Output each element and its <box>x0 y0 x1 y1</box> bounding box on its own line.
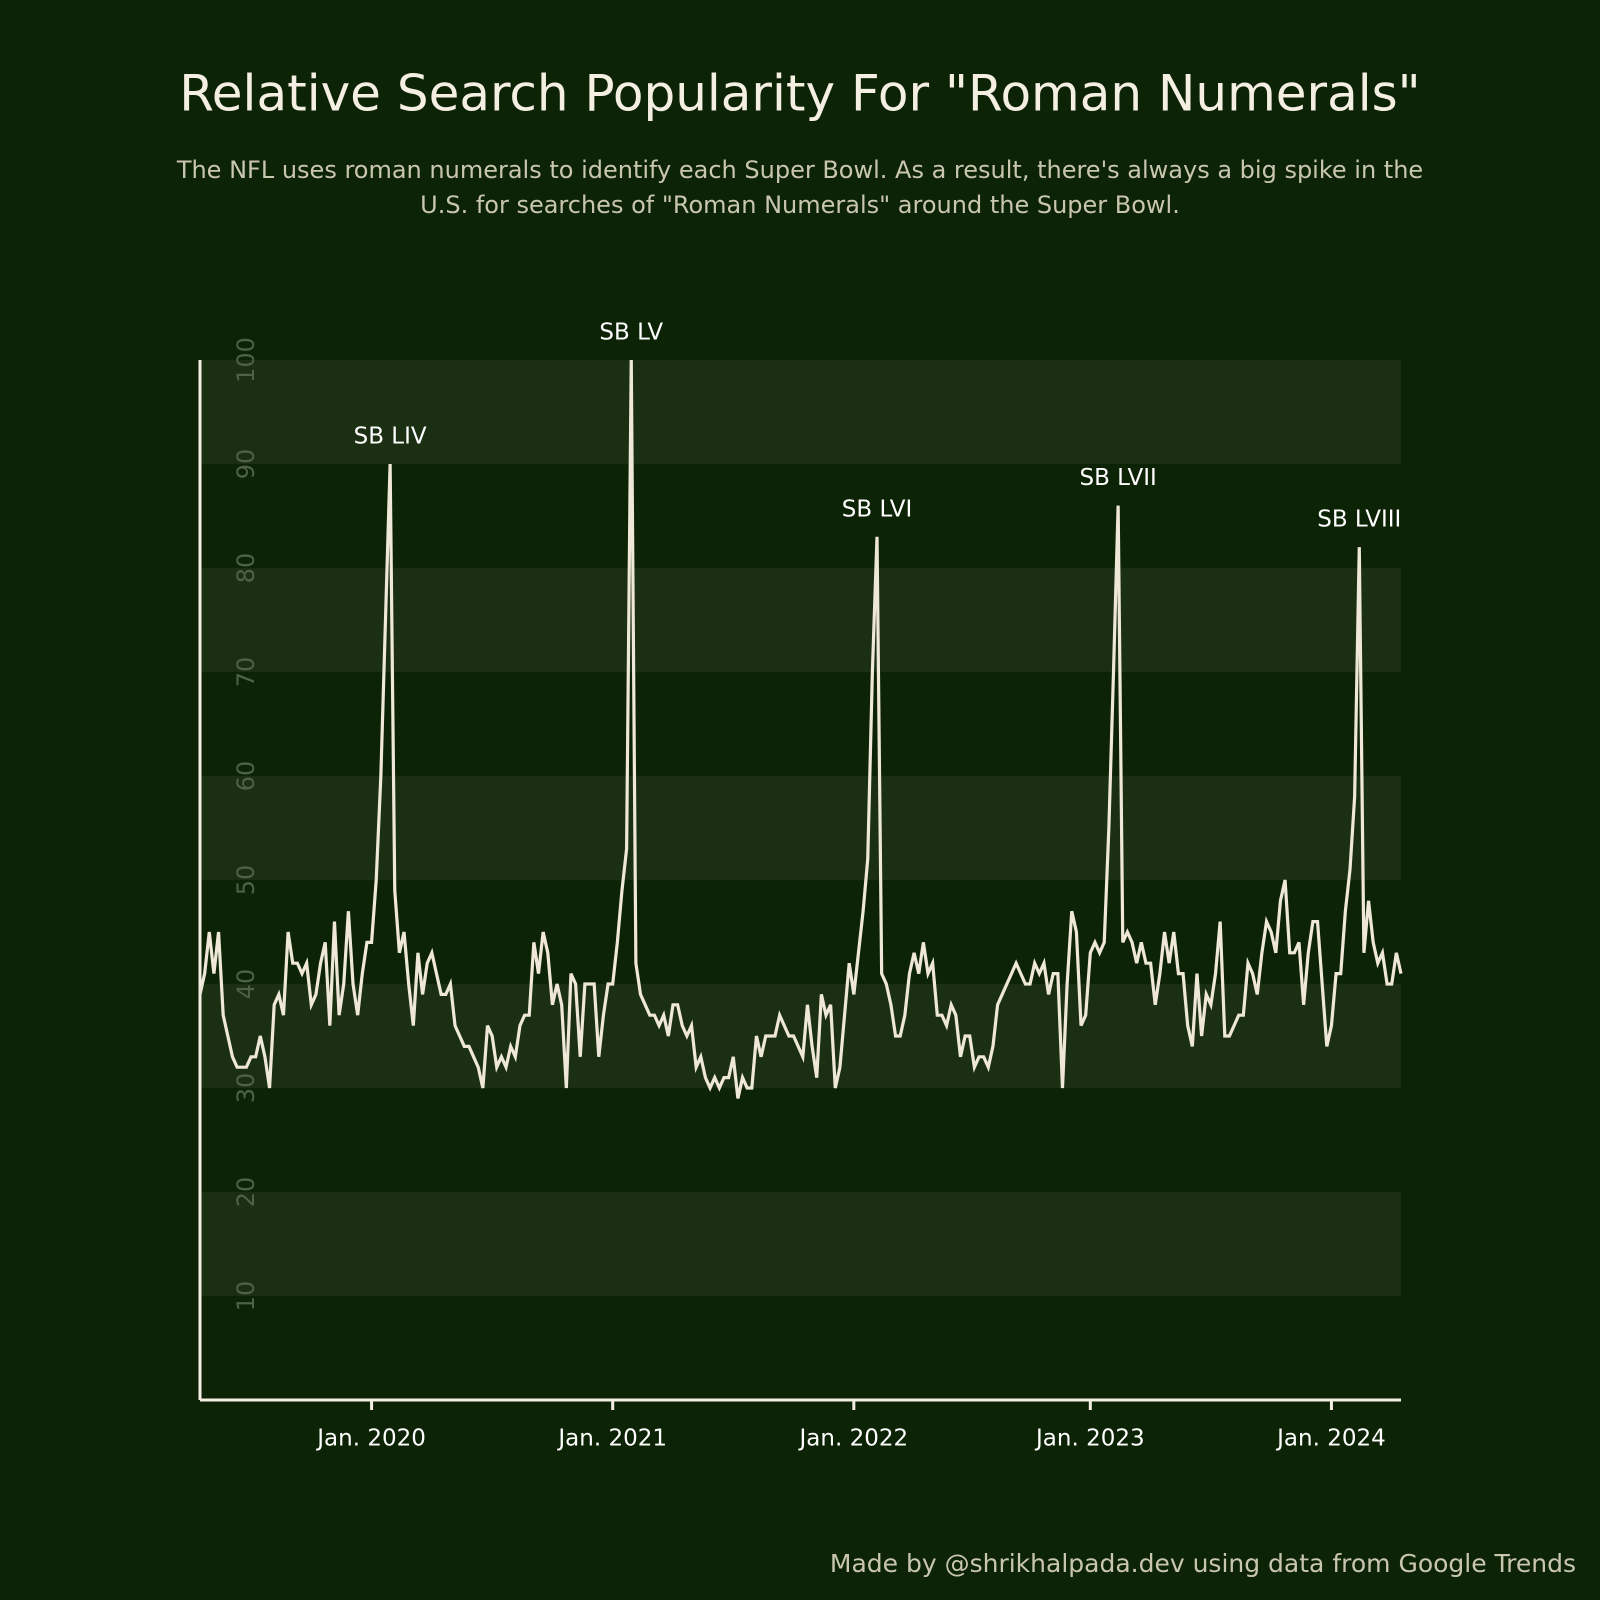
grid-band <box>200 776 1401 880</box>
peak-annotation: SB LVI <box>842 496 913 522</box>
y-tick-label: 40 <box>232 969 260 1000</box>
grid-bands <box>200 360 1401 1296</box>
peak-annotation: SB LVIII <box>1317 507 1401 533</box>
grid-band <box>200 984 1401 1088</box>
chart-subtitle: U.S. for searches of "Roman Numerals" ar… <box>420 191 1180 219</box>
y-tick-label: 10 <box>232 1281 260 1312</box>
y-tick-label: 30 <box>232 1073 260 1104</box>
chart-title: Relative Search Popularity For "Roman Nu… <box>179 65 1420 123</box>
y-tick-label: 80 <box>232 553 260 584</box>
peak-annotation: SB LV <box>599 320 663 346</box>
line-series <box>198 359 1403 1099</box>
x-tick-label: Jan. 2023 <box>1034 1426 1145 1452</box>
grid-band <box>200 1192 1401 1296</box>
y-tick-label: 70 <box>232 657 260 688</box>
y-tick-label: 90 <box>232 449 260 480</box>
grid-band <box>200 568 1401 672</box>
y-tick-label: 100 <box>232 337 260 383</box>
plot: 10 20 30 40 50 60 70 80 90 100 Jan. 2020 Jan. 2021 J… <box>198 320 1403 1452</box>
y-tick-label: 60 <box>232 761 260 792</box>
x-tick-label: Jan. 2020 <box>315 1426 426 1452</box>
y-tick-label: 50 <box>232 865 260 896</box>
x-tick-label: Jan. 2024 <box>1275 1426 1386 1452</box>
source-note: Made by @shrikhalpada.dev using data fro… <box>830 1549 1576 1578</box>
y-tick-label: 20 <box>232 1177 260 1208</box>
grid-band <box>200 360 1401 464</box>
peak-annotation: SB LVII <box>1079 465 1156 491</box>
x-tick-label: Jan. 2021 <box>556 1426 667 1452</box>
peak-annotation: SB LIV <box>354 424 427 450</box>
chart-subtitle: The NFL uses roman numerals to identify … <box>176 156 1423 184</box>
x-tick-label: Jan. 2022 <box>798 1426 909 1452</box>
